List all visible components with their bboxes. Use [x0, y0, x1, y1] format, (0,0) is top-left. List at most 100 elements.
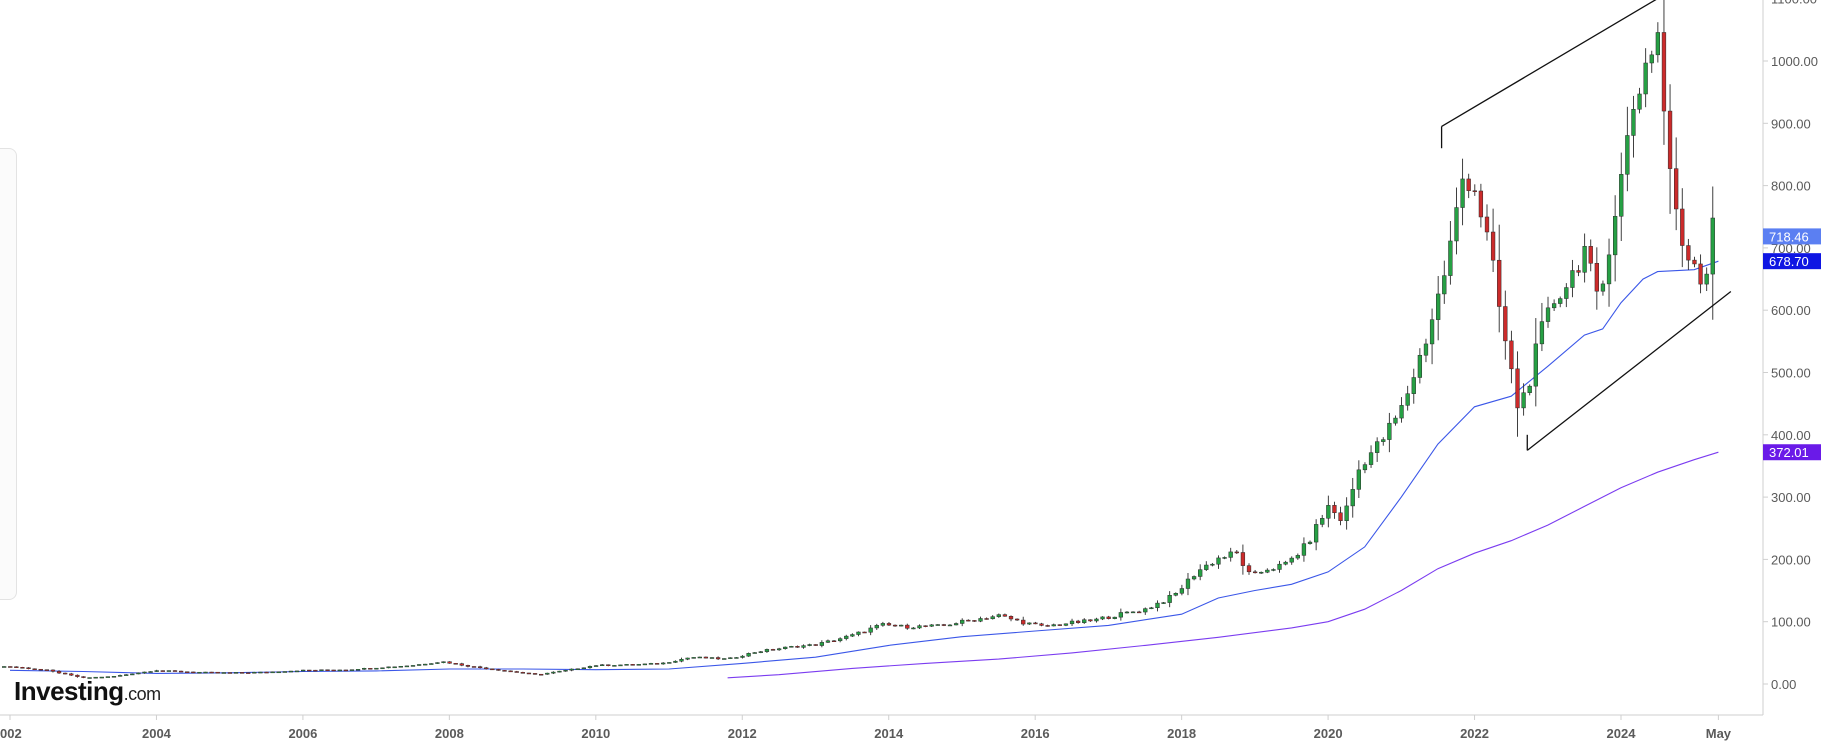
- candle-body-down: [1515, 368, 1520, 409]
- candle: [807, 643, 812, 647]
- candle: [545, 672, 550, 675]
- candle-body-up: [1619, 174, 1624, 217]
- x-axis-ticks: 002 2004 2006 2008 2010 2012 2014 2016 2018 2020 2…: [0, 715, 1732, 741]
- candle: [1008, 615, 1014, 622]
- candle: [947, 624, 953, 627]
- candle-body-up: [1405, 393, 1410, 406]
- candle-body-up: [1368, 452, 1374, 465]
- candle-body-up: [697, 656, 702, 659]
- candle-body-up: [1655, 32, 1660, 56]
- x-tick-label: 2006: [288, 726, 317, 741]
- candle: [1515, 351, 1520, 437]
- candle-body-down: [1002, 614, 1008, 617]
- candle: [1674, 137, 1679, 231]
- candle-body-up: [1600, 283, 1606, 292]
- candle: [1460, 158, 1465, 226]
- candle: [776, 647, 782, 651]
- candle: [758, 650, 763, 654]
- candle: [227, 672, 233, 674]
- candle: [1594, 247, 1599, 310]
- candle-body-up: [1198, 569, 1203, 577]
- candle-body-up: [587, 666, 593, 669]
- trendline[interactable]: [1441, 0, 1687, 127]
- candle: [32, 668, 37, 671]
- candle: [1076, 619, 1081, 624]
- candle: [477, 665, 483, 669]
- candle-body-down: [1503, 306, 1508, 342]
- y-tick-label: 1000.00: [1771, 54, 1818, 69]
- candle-body-down: [191, 671, 196, 674]
- candle-body-down: [795, 646, 800, 648]
- candle: [703, 656, 709, 659]
- candle: [355, 669, 361, 671]
- candle: [1204, 561, 1209, 572]
- candle-body-up: [1259, 571, 1264, 574]
- drawing-tools-panel[interactable]: [0, 148, 17, 600]
- candle-body-up: [374, 667, 379, 670]
- candle-body-up: [1100, 616, 1105, 620]
- candle-body-down: [32, 668, 37, 671]
- candle: [1704, 267, 1709, 292]
- candlesticks: [2, 0, 1715, 679]
- candle: [447, 661, 452, 664]
- candle: [905, 623, 910, 630]
- candle-body-up: [252, 671, 257, 674]
- ma-line: [9, 260, 1719, 674]
- candle: [697, 656, 702, 659]
- candle: [1063, 623, 1069, 627]
- candle: [722, 658, 727, 660]
- candle-body-up: [978, 618, 983, 622]
- candle-body-down: [1332, 505, 1337, 514]
- candle-body-up: [398, 665, 403, 668]
- candle-body-up: [1228, 551, 1233, 558]
- candle: [526, 672, 532, 675]
- candle: [850, 633, 855, 638]
- candle-body-down: [1594, 263, 1599, 292]
- candle: [38, 668, 43, 671]
- candle-body-up: [1442, 275, 1447, 295]
- candle: [1527, 384, 1532, 396]
- candle: [886, 622, 892, 627]
- candle-body-down: [905, 624, 910, 629]
- candle: [416, 664, 422, 666]
- candle: [1564, 283, 1569, 308]
- y-tick-label: 300.00: [1771, 490, 1811, 505]
- candle: [648, 662, 654, 665]
- candle: [1484, 204, 1490, 241]
- candle: [14, 666, 19, 668]
- candle-body-up: [929, 624, 934, 627]
- candle: [734, 657, 739, 659]
- candle-body-up: [233, 672, 239, 674]
- candle-body-down: [368, 668, 373, 670]
- candle: [1259, 571, 1264, 574]
- candle: [154, 669, 159, 672]
- candle: [789, 645, 794, 648]
- candle: [1582, 233, 1587, 283]
- candle-body-up: [1411, 377, 1416, 394]
- candle-body-down: [1472, 190, 1477, 192]
- candle: [752, 652, 757, 654]
- candle-body-up: [1216, 557, 1221, 565]
- candle: [1124, 611, 1130, 614]
- candle-body-up: [679, 658, 684, 662]
- candle-body-up: [270, 671, 275, 674]
- candle: [1301, 537, 1307, 562]
- candle-body-down: [1490, 231, 1496, 261]
- candle: [1454, 187, 1459, 255]
- candle: [1149, 606, 1154, 610]
- candle-body-down: [81, 676, 86, 678]
- candle-body-up: [874, 625, 879, 629]
- candle-body-up: [423, 663, 428, 666]
- candle: [215, 671, 220, 674]
- trendline[interactable]: [1526, 290, 1732, 451]
- candle: [459, 662, 464, 667]
- candle: [1137, 610, 1142, 614]
- candle: [1625, 106, 1630, 192]
- price-badge: 372.01: [1763, 444, 1821, 461]
- candle-body-up: [1295, 555, 1300, 559]
- candle-body-up: [362, 668, 367, 670]
- candle-body-up: [776, 648, 782, 651]
- candle-body-up: [87, 677, 92, 679]
- candle-body-down: [453, 663, 458, 665]
